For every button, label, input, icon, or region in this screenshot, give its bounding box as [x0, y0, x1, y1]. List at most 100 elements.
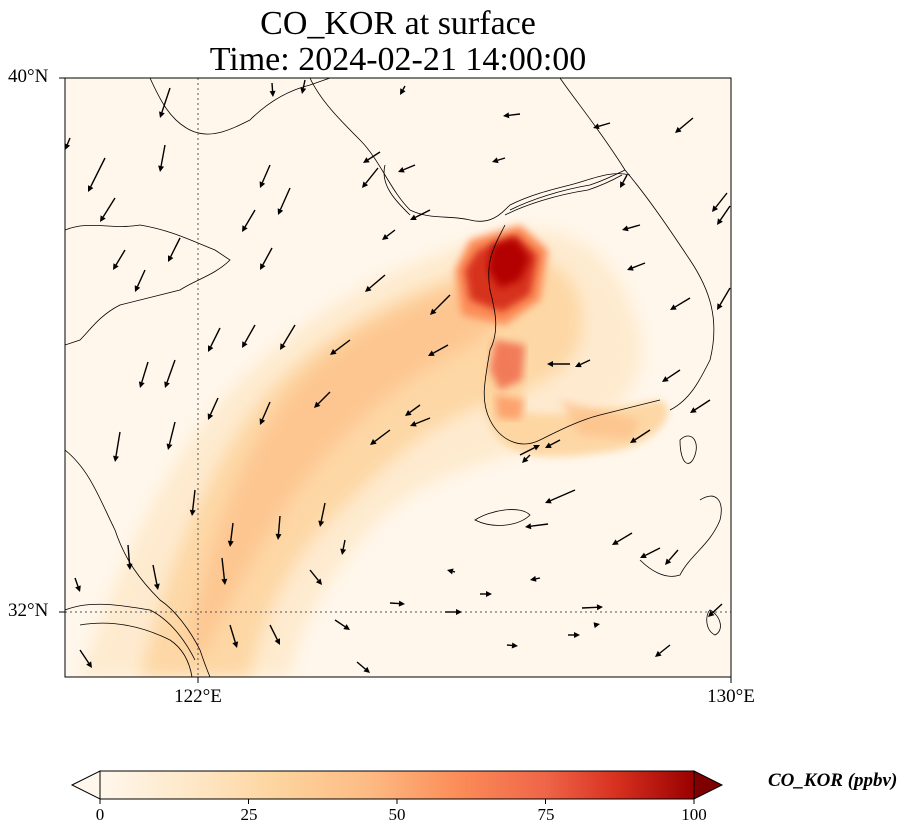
wind-arrow-shaft	[634, 429, 651, 441]
wind-arrow-head	[75, 585, 81, 592]
wind-arrow-head	[275, 533, 282, 540]
colorbar-tick-50: 50	[388, 805, 406, 824]
wind-arrow-head	[620, 181, 626, 188]
wind-arrow-shaft	[627, 224, 641, 230]
wind-arrow-shaft	[369, 274, 386, 289]
wind-arrow-shaft	[210, 327, 221, 347]
wind-arrow-shaft	[674, 297, 691, 308]
wind-arrow-head	[545, 442, 552, 448]
wind-arrow-shaft	[668, 549, 679, 561]
wind-arrow-head	[269, 90, 276, 97]
wind-arrow-shaft	[221, 557, 226, 580]
lat-label-32: 32°N	[8, 600, 49, 621]
wind-arrow-head	[100, 215, 106, 222]
wind-arrow-head	[690, 407, 697, 413]
wind-arrow-head	[330, 349, 337, 355]
wind-arrow-head	[640, 552, 647, 558]
wind-arrow-head	[382, 233, 389, 240]
wind-arrow-shaft	[367, 151, 381, 161]
wind-arrow-head	[525, 523, 532, 530]
colorbar-extend-high	[693, 770, 724, 800]
wind-arrow-head	[486, 591, 492, 597]
wind-arrow-head	[280, 343, 286, 350]
wind-arrow-shaft	[645, 547, 661, 556]
wind-arrow-shaft	[160, 144, 166, 167]
wind-arrow-head	[593, 123, 600, 130]
wind-arrow-head	[164, 381, 170, 388]
wind-arrow-head	[398, 166, 405, 173]
wind-arrow-head	[398, 600, 405, 607]
wind-arrow-shaft	[525, 454, 531, 460]
wind-arrow-shaft	[719, 287, 731, 306]
wind-arrow-shaft	[598, 122, 611, 127]
wind-arrow-shaft	[715, 192, 728, 208]
wind-arrow-shaft	[659, 644, 671, 654]
wind-arrow-head	[340, 548, 347, 555]
wind-arrow-head	[712, 205, 719, 212]
wind-arrow-head	[260, 263, 266, 270]
wind-arrow-shaft	[386, 229, 396, 237]
wind-arrow-shaft	[168, 421, 176, 445]
wind-arrow-head	[259, 181, 266, 188]
wind-arrow-head	[428, 350, 435, 356]
wind-arrow-shaft	[170, 237, 181, 257]
wind-arrow-head	[153, 583, 160, 590]
wind-arrow-shaft	[161, 87, 171, 113]
wind-arrow-shaft	[141, 361, 149, 383]
wind-arrow-shaft	[374, 429, 391, 442]
wind-arrow-shaft	[694, 399, 711, 411]
wind-arrow-shaft	[415, 417, 431, 425]
wind-arrow-shaft	[365, 167, 379, 184]
wind-arrow-shaft	[580, 359, 591, 366]
wind-arrow-head	[126, 563, 133, 570]
wind-arrow-shaft	[229, 624, 236, 643]
wind-arrow-shaft	[269, 624, 278, 640]
wind-arrow-head	[221, 578, 228, 585]
wind-arrow-shaft	[271, 82, 274, 92]
wind-arrow-shaft	[334, 339, 351, 352]
wind-arrow-shaft	[262, 247, 273, 266]
colorbar-label: CO_KOR (ppbv)	[768, 770, 898, 791]
wind-arrow-head	[134, 285, 141, 292]
wind-arrow-head	[574, 632, 580, 638]
wind-arrow-shaft	[166, 359, 176, 383]
wind-arrow-shaft	[334, 619, 346, 628]
wind-arrow-head	[511, 642, 518, 649]
wind-arrow-head	[447, 568, 454, 575]
wind-arrow-shaft	[79, 649, 90, 664]
wind-arrow-head	[227, 540, 234, 547]
wind-arrow-shaft	[666, 369, 681, 380]
wind-arrow-head	[274, 638, 280, 645]
wind-arrow-shaft	[302, 79, 306, 89]
wind-arrow-shaft	[309, 569, 319, 581]
colorbar-extend-low	[70, 770, 101, 800]
wind-arrow-shaft	[432, 344, 449, 354]
wind-arrow-head	[717, 218, 723, 225]
wind-arrow-head	[363, 157, 370, 163]
wind-arrow-shaft	[550, 489, 576, 502]
axis-ticks	[59, 77, 732, 683]
wind-arrow-shaft	[244, 324, 256, 344]
wind-arrow-head	[430, 308, 437, 315]
map-time: Time: 2024-02-21 14:00:00	[209, 41, 587, 78]
wind-arrow-head	[315, 578, 322, 585]
wind-arrow-head	[670, 304, 677, 310]
wind-arrow-shaft	[320, 502, 326, 522]
wind-arrow-head	[365, 285, 372, 292]
wind-arrow-head	[242, 341, 248, 348]
wind-arrow-head	[655, 650, 662, 657]
wind-arrow-head	[363, 666, 370, 673]
wind-arrow-head	[166, 443, 173, 450]
wind-arrow-head	[88, 185, 94, 192]
colorbar-gradient	[99, 770, 695, 800]
wind-arrow-head	[362, 181, 369, 188]
wind-arrow-shaft	[191, 489, 196, 511]
wind-arrow-shaft	[535, 577, 541, 580]
wind-arrow-head	[503, 112, 510, 119]
wind-arrow-head	[622, 225, 629, 232]
wind-arrow-head	[242, 225, 248, 232]
wind-arrow-shaft	[279, 187, 291, 210]
wind-arrow-shaft	[519, 447, 535, 456]
gridlines	[65, 78, 731, 677]
colorbar-tick-25: 25	[240, 805, 258, 824]
